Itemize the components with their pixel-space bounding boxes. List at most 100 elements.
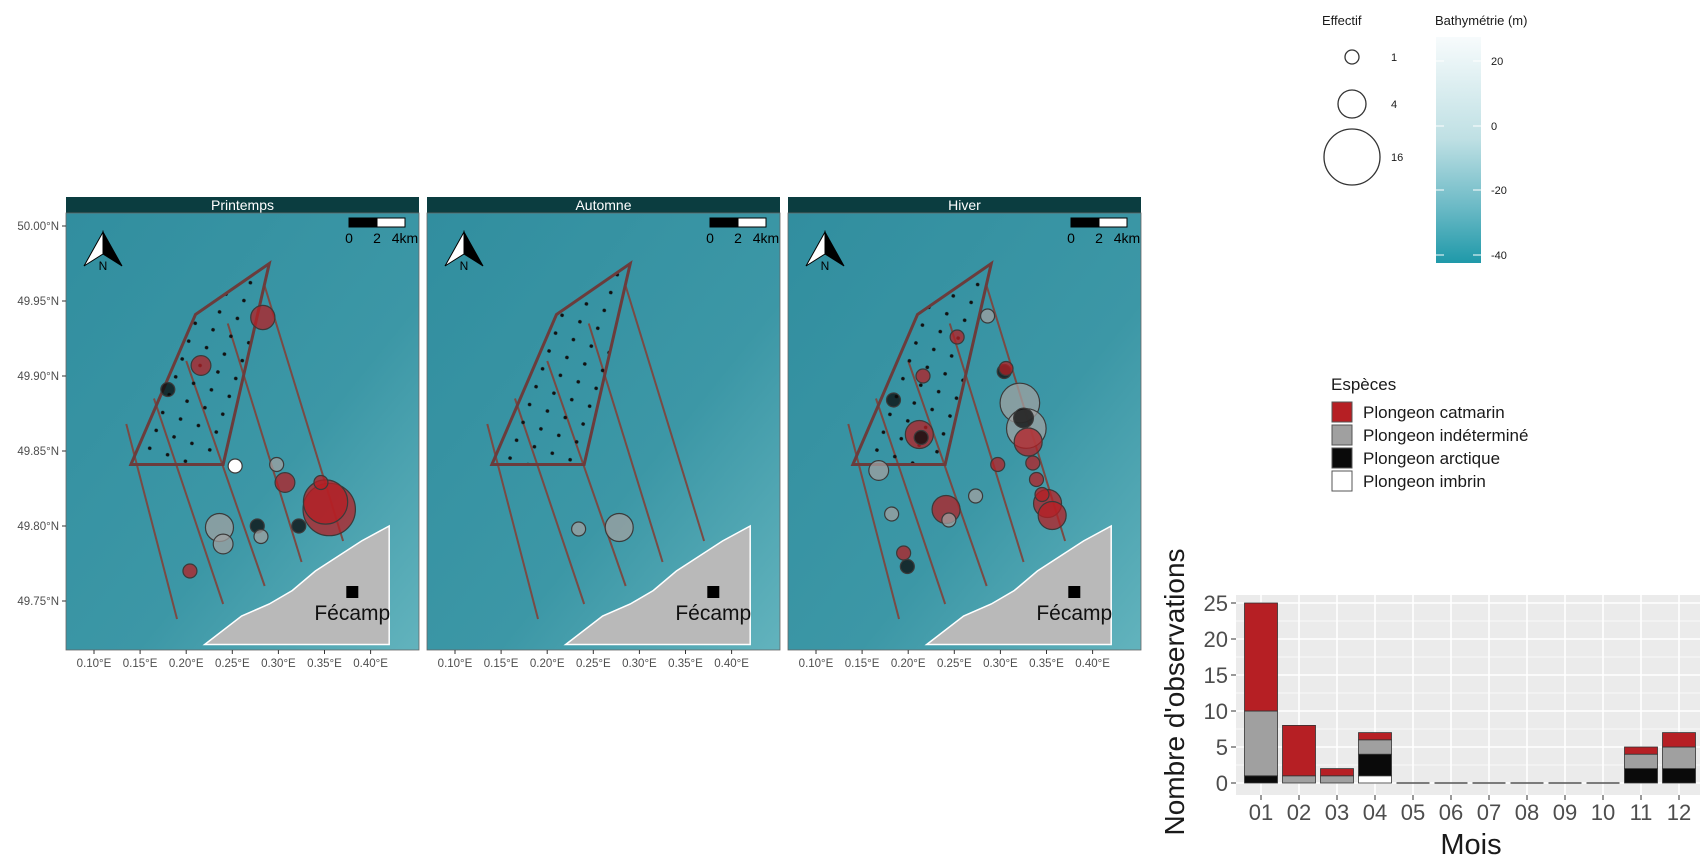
observation-point-catmarin <box>1025 455 1041 471</box>
scalebar-label: 4km <box>1114 230 1140 246</box>
map-body: Fécamp N 0 2 4km <box>66 213 419 650</box>
observation-point-catmarin <box>990 456 1006 473</box>
lon-tick-label: 0.25°E <box>937 658 972 670</box>
lon-tick-label: 0.15°E <box>484 658 519 670</box>
lat-tick-label: 49.95°N <box>17 296 59 308</box>
panel-strip <box>788 197 1141 213</box>
lat-tick-label: 49.75°N <box>17 596 59 608</box>
bar-02-indetermine <box>1282 775 1316 784</box>
bar-01-catmarin <box>1244 602 1278 712</box>
observation-point-indetermine <box>979 308 996 324</box>
observation-point-catmarin <box>896 545 912 561</box>
lon-tick-label: 0.20°E <box>169 658 204 670</box>
scalebar-white <box>376 217 406 228</box>
north-label: N <box>821 259 830 273</box>
lon-tick-label: 0.40°E <box>1075 658 1110 670</box>
observation-point-catmarin <box>274 472 296 493</box>
panel-border <box>426 212 781 651</box>
species-legend: Espèces Plongeon catmarin Plongeon indéte… <box>1331 375 1528 492</box>
lon-tick-label: 0.25°E <box>576 658 611 670</box>
latitude-axis: 50.00°N 49.95°N 49.90°N 49.85°N 49.80°N 49.75… <box>17 221 66 608</box>
bar-chart-x-tick-label: 06 <box>1439 800 1463 825</box>
map-panel-automne: Automne Fécamp N 0 2 4km 0.10°E 0.15°E 0.20°E 0.2… <box>426 197 781 670</box>
observation-point-catmarin <box>250 304 276 331</box>
lon-tick-label: 0.15°E <box>845 658 880 670</box>
town-label: Fécamp <box>314 602 390 625</box>
panel-strip <box>66 197 419 213</box>
effectif-legend-label: 1 <box>1391 52 1397 64</box>
bar-chart-x-tick-label: 09 <box>1553 800 1577 825</box>
north-arrow-right <box>463 230 484 267</box>
panel-title: Hiver <box>948 197 981 213</box>
observation-point-arctique <box>913 429 929 446</box>
lon-tick-label: 0.30°E <box>983 658 1018 670</box>
bathymetry-tick-label: -20 <box>1491 185 1507 197</box>
lon-tick-label: 0.30°E <box>261 658 296 670</box>
transect-line <box>624 285 706 542</box>
observation-point-arctique <box>885 392 902 408</box>
species-legend-key-catmarin <box>1331 401 1353 423</box>
panel-strip <box>427 197 780 213</box>
scalebar-label: 2 <box>734 230 742 246</box>
observation-point-imbrin <box>227 458 243 474</box>
town-label: Fécamp <box>675 602 751 625</box>
scalebar-label: 0 <box>1067 230 1075 246</box>
observation-point-catmarin <box>313 474 329 491</box>
bar-chart-y-tick-label: 10 <box>1204 699 1228 724</box>
land <box>563 524 751 646</box>
bar-chart-y-tick-label: 25 <box>1204 591 1228 616</box>
observation-point-catmarin <box>190 355 212 376</box>
effectif-legend-title: Effectif <box>1322 13 1362 28</box>
bar-chart-y-tick-label: 20 <box>1204 627 1228 652</box>
lon-tick-label: 0.40°E <box>353 658 388 670</box>
study-zone <box>850 260 994 466</box>
observation-point-catmarin <box>949 329 965 345</box>
map-panels: Printemps Fécamp N 0 2 4km 0.10°E 0.15°E 0.20°E 0… <box>65 197 1142 670</box>
effectif-legend-circle <box>1344 49 1360 65</box>
bar-11-indetermine <box>1624 753 1658 770</box>
observation-point-arctique <box>160 381 176 398</box>
scalebar-black <box>348 217 378 228</box>
lon-tick-label: 0.30°E <box>622 658 657 670</box>
species-legend-key-arctique <box>1331 447 1353 469</box>
scalebar-label: 0 <box>706 230 714 246</box>
bar-11-arctique <box>1624 768 1658 784</box>
panel-title: Printemps <box>211 197 274 213</box>
lon-tick-label: 0.10°E <box>438 658 473 670</box>
observation-point-arctique <box>1013 407 1035 429</box>
lat-tick-label: 49.80°N <box>17 521 59 533</box>
lon-tick-label: 0.35°E <box>307 658 342 670</box>
bar-12-catmarin <box>1662 732 1696 748</box>
map-body: Fécamp N 0 2 4km <box>427 213 780 650</box>
bar-03-catmarin <box>1320 768 1354 777</box>
scalebar-label: 4km <box>392 230 418 246</box>
bar-04-catmarin <box>1358 732 1392 741</box>
town-marker <box>1068 586 1081 598</box>
bar-04-imbrin <box>1358 775 1392 784</box>
bar-chart-x-tick-label: 03 <box>1325 800 1349 825</box>
lat-tick-label: 50.00°N <box>17 221 59 233</box>
map-body: Fécamp N 0 2 4km <box>788 213 1141 650</box>
lon-tick-label: 0.25°E <box>215 658 250 670</box>
species-legend-title: Espèces <box>1331 375 1396 394</box>
lon-tick-label: 0.40°E <box>714 658 749 670</box>
observation-point-catmarin <box>998 360 1014 377</box>
species-legend-label: Plongeon arctique <box>1363 449 1500 468</box>
lon-tick-label: 0.15°E <box>123 658 158 670</box>
map-panel-hiver: Hiver Fécamp N 0 2 4km 0.10°E 0.15°E 0.20°E 0.25°… <box>787 197 1142 670</box>
observation-point-indetermine <box>571 521 587 537</box>
bathymetry-tick-label: 0 <box>1491 121 1497 133</box>
observation-point-catmarin <box>1013 427 1043 457</box>
north-arrow-right <box>102 230 123 267</box>
map-panel-printemps: Printemps Fécamp N 0 2 4km 0.10°E 0.15°E 0.20°E 0… <box>65 197 420 670</box>
lon-tick-label: 0.35°E <box>668 658 703 670</box>
observation-point-indetermine <box>269 456 285 473</box>
lon-tick-label: 0.10°E <box>77 658 112 670</box>
bar-chart-x-tick-label: 12 <box>1667 800 1691 825</box>
effectif-legend-circle <box>1337 89 1367 119</box>
town-marker <box>346 586 359 598</box>
panel-border <box>787 212 1142 651</box>
scalebar-black <box>709 217 739 228</box>
species-legend-label: Plongeon imbrin <box>1363 472 1486 491</box>
